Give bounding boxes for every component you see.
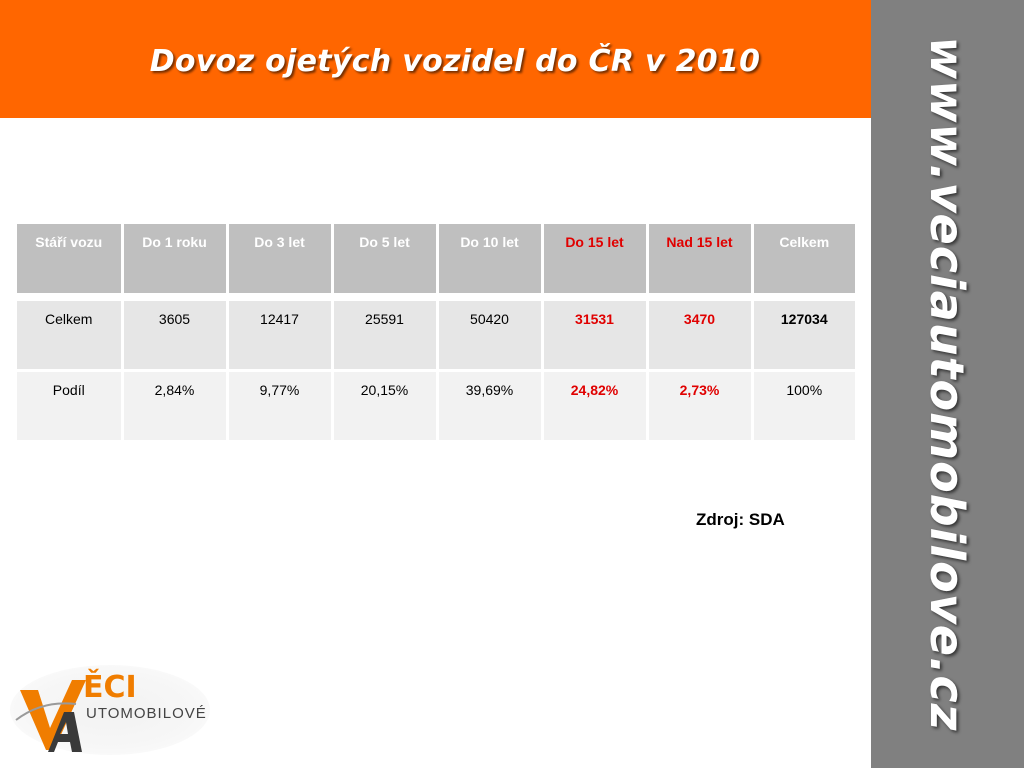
table-cell: 3470 — [647, 297, 754, 372]
table-cell: Celkem — [17, 297, 124, 372]
table-cell: 12417 — [227, 297, 334, 372]
header-cell-total: Celkem — [752, 224, 855, 301]
table-cell: 20,15% — [332, 370, 439, 440]
table-cell: 24,82% — [542, 370, 649, 440]
table-row-share: Podíl 2,84% 9,77% 20,15% 39,69% 24,82% 2… — [17, 370, 855, 440]
header-cell-10-years: Do 10 let — [437, 224, 544, 301]
logo-text-bottom: UTOMOBILOVÉ — [86, 705, 207, 722]
va-monogram-icon — [15, 680, 86, 752]
header-cell-15-years: Do 15 let — [542, 224, 649, 301]
source-note: Zdroj: SDA — [696, 510, 785, 529]
header-cell-age: Stáří vozu — [17, 224, 124, 301]
sidebar-website-url: www.veciautomobilove.cz — [920, 36, 974, 732]
table-cell: 9,77% — [227, 370, 334, 440]
header-cell-3-years: Do 3 let — [227, 224, 334, 301]
header-cell-over-15-years: Nad 15 let — [647, 224, 754, 301]
company-logo: ĚCI UTOMOBILOVÉ — [0, 655, 240, 765]
table-cell: Podíl — [17, 370, 124, 440]
table-cell: 25591 — [332, 297, 439, 372]
table-cell: 2,84% — [122, 370, 229, 440]
title-banner — [0, 0, 871, 118]
sidebar-band — [871, 0, 1024, 768]
table-cell: 127034 — [752, 297, 855, 372]
table-cell: 39,69% — [437, 370, 544, 440]
table-cell: 31531 — [542, 297, 649, 372]
header-cell-5-years: Do 5 let — [332, 224, 439, 301]
table-cell: 50420 — [437, 297, 544, 372]
slide-title: Dovoz ojetých vozidel do ČR v 2010 — [149, 44, 761, 79]
table-header-row: Stáří vozu Do 1 roku Do 3 let Do 5 let D… — [17, 224, 855, 301]
table-row-total: Celkem 3605 12417 25591 50420 31531 3470… — [17, 297, 855, 372]
header-cell-1-year: Do 1 roku — [122, 224, 229, 301]
table-cell: 3605 — [122, 297, 229, 372]
import-stats-table: Stáří vozu Do 1 roku Do 3 let Do 5 let D… — [17, 224, 855, 440]
logo-text-top: ĚCI — [83, 670, 137, 705]
table-cell: 100% — [752, 370, 855, 440]
table-cell: 2,73% — [647, 370, 754, 440]
